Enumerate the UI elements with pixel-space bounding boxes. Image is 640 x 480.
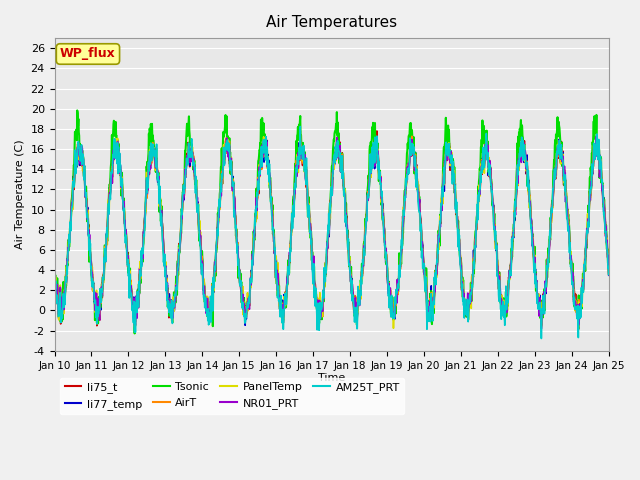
Tsonic (74, 108, 81, 113)
Line: AM25T_PRT: AM25T_PRT (54, 127, 609, 338)
PanelTemp (540, 305, 547, 311)
PanelTemp (605, 269, 612, 275)
Line: AirT: AirT (54, 134, 609, 328)
AirT (540, 293, 547, 299)
X-axis label: Time: Time (318, 373, 345, 384)
AM25T_PRT (296, 124, 304, 130)
AirT (236, 279, 244, 285)
PanelTemp (51, 266, 58, 272)
Tsonic (175, 257, 182, 263)
li77_temp (575, 325, 582, 331)
Tsonic (419, 245, 426, 251)
Title: Air Temperatures: Air Temperatures (266, 15, 397, 30)
Legend: li75_t, li77_temp, Tsonic, AirT, PanelTemp, NR01_PRT, AM25T_PRT: li75_t, li77_temp, Tsonic, AirT, PanelTe… (60, 378, 404, 414)
AM25T_PRT (161, 263, 168, 269)
Line: li77_temp: li77_temp (54, 131, 609, 328)
PanelTemp (296, 124, 304, 130)
Tsonic (161, 265, 169, 271)
AirT (51, 271, 58, 276)
li75_t (174, 261, 182, 266)
AM25T_PRT (538, 336, 545, 341)
li75_t (373, 128, 381, 134)
li75_t (161, 255, 168, 261)
PanelTemp (236, 274, 244, 279)
li75_t (236, 276, 244, 282)
li77_temp (51, 274, 58, 280)
Y-axis label: Air Temperature (C): Air Temperature (C) (15, 140, 25, 249)
Line: NR01_PRT: NR01_PRT (54, 135, 609, 329)
li77_temp (174, 258, 182, 264)
NR01_PRT (51, 270, 58, 276)
Tsonic (131, 331, 138, 336)
AM25T_PRT (236, 281, 244, 287)
Line: Tsonic: Tsonic (54, 110, 609, 334)
PanelTemp (161, 252, 168, 257)
NR01_PRT (174, 261, 182, 267)
NR01_PRT (605, 272, 612, 277)
Tsonic (540, 300, 547, 306)
AirT (605, 270, 612, 276)
Tsonic (51, 273, 58, 279)
PanelTemp (174, 263, 182, 269)
Text: WP_flux: WP_flux (60, 48, 116, 60)
AM25T_PRT (490, 224, 498, 229)
PanelTemp (491, 229, 499, 235)
Tsonic (605, 271, 612, 277)
AirT (418, 241, 426, 247)
li77_temp (540, 295, 547, 300)
li75_t (418, 242, 426, 248)
AM25T_PRT (540, 297, 547, 303)
li77_temp (296, 128, 304, 133)
AM25T_PRT (51, 274, 58, 279)
Tsonic (491, 229, 499, 235)
AirT (296, 132, 304, 137)
AM25T_PRT (174, 265, 182, 271)
Line: li75_t: li75_t (54, 131, 609, 330)
NR01_PRT (236, 282, 244, 288)
li77_temp (605, 272, 612, 278)
li77_temp (490, 223, 498, 228)
AirT (161, 253, 168, 259)
NR01_PRT (538, 326, 545, 332)
li75_t (575, 327, 582, 333)
li75_t (605, 265, 612, 271)
NR01_PRT (161, 256, 168, 262)
NR01_PRT (418, 240, 426, 246)
li75_t (540, 291, 547, 297)
li75_t (51, 274, 58, 280)
li77_temp (236, 279, 244, 285)
NR01_PRT (540, 299, 547, 304)
PanelTemp (390, 325, 397, 331)
NR01_PRT (490, 227, 498, 232)
AirT (490, 226, 498, 232)
li77_temp (161, 255, 168, 261)
Tsonic (237, 271, 244, 276)
Line: PanelTemp: PanelTemp (54, 127, 609, 328)
PanelTemp (419, 247, 426, 253)
li75_t (490, 220, 498, 226)
AM25T_PRT (418, 246, 426, 252)
li77_temp (418, 247, 426, 252)
AirT (575, 325, 582, 331)
AirT (174, 262, 182, 268)
AM25T_PRT (605, 272, 612, 277)
NR01_PRT (296, 132, 304, 138)
